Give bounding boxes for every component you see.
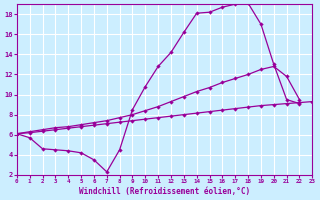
X-axis label: Windchill (Refroidissement éolien,°C): Windchill (Refroidissement éolien,°C) <box>79 187 250 196</box>
